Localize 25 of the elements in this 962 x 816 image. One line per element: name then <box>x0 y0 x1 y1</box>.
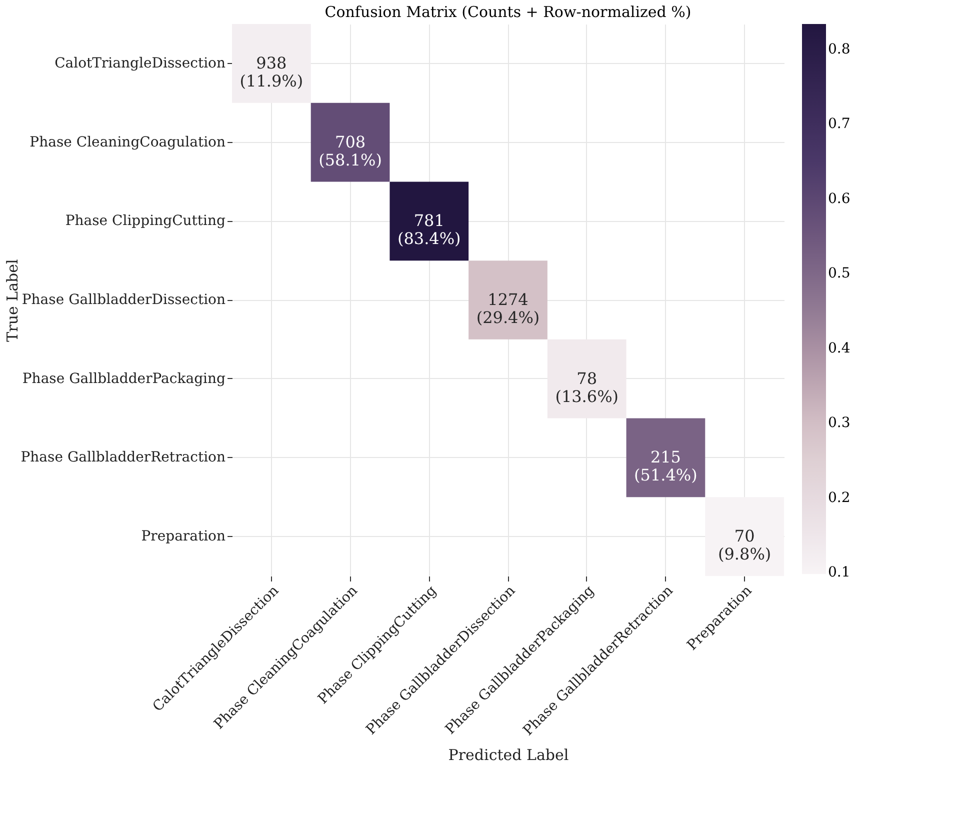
chart-title: Confusion Matrix (Counts + Row-normalized %) <box>324 3 692 21</box>
x-axis-title: Predicted Label <box>448 746 569 764</box>
color-bar-label: 0.6 <box>828 190 850 207</box>
data-label: 938 (11.9%) <box>240 53 304 90</box>
y-tick-label: Phase CleaningCoagulation <box>30 134 226 150</box>
color-bar-label: 0.4 <box>828 340 850 356</box>
data-label: 781 (83.4%) <box>397 211 461 248</box>
y-tick-label: Phase GallbladderRetraction <box>20 450 226 466</box>
data-label: 215 (51.4%) <box>634 448 698 485</box>
color-bar-label: 0.3 <box>828 415 850 432</box>
data-label: 1274 (29.4%) <box>476 290 540 327</box>
color-bar-label: 0.2 <box>828 490 850 506</box>
y-axis-title: True Label <box>4 258 22 342</box>
y-tick-label: Phase ClippingCutting <box>65 213 226 230</box>
color-bar-label: 0.8 <box>828 41 850 58</box>
color-bar-label: 0.5 <box>828 266 850 282</box>
y-tick-label: Phase GallbladderPackaging <box>22 370 226 387</box>
y-tick-label: Phase GallbladderDissection <box>22 292 226 308</box>
y-tick-label: Preparation <box>141 528 226 545</box>
y-tick-label: CalotTriangleDissection <box>54 55 226 72</box>
color-bar-label: 0.7 <box>828 116 850 132</box>
data-label: 70 (9.8%) <box>718 526 772 564</box>
color-bar-label: 0.1 <box>828 564 850 581</box>
data-label: 78 (13.6%) <box>555 368 619 406</box>
data-label: 708 (58.1%) <box>318 132 382 170</box>
